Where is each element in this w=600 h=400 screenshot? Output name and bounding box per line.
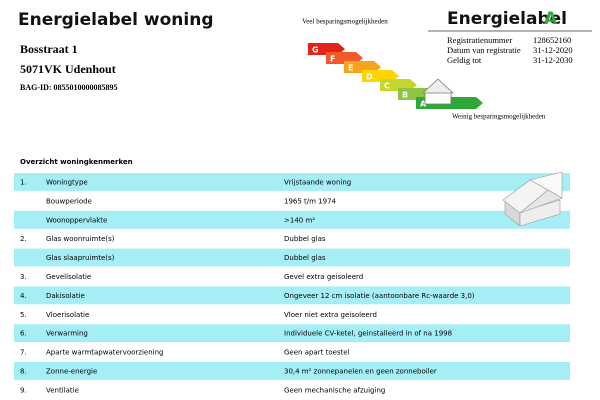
field-label: Datum van registratie: [447, 45, 521, 55]
row-label: Aparte warmtapwatervoorziening: [46, 349, 163, 357]
field-value: 31-12-2030: [533, 55, 573, 65]
label-fields: Registratienummer 128652160 Datum van regi…: [447, 35, 573, 65]
scale-letter: C: [384, 82, 390, 91]
scale-top-note: Veel besparingsmogelijkheden: [302, 18, 388, 26]
row-number: 3.: [20, 273, 27, 281]
scale-letter: D: [366, 73, 373, 82]
row-number: 6.: [20, 330, 27, 338]
row-value: Geen mechanische afzuiging: [284, 386, 385, 394]
field-label: Geldig tot: [447, 55, 482, 65]
scale-letter: E: [348, 64, 353, 73]
row-number: 7.: [20, 349, 27, 357]
field-value: 128652160: [533, 35, 571, 45]
table: 1. Woningtype Vrijstaande woning Bouwperiod…: [14, 173, 570, 394]
row-background: [14, 210, 570, 229]
label-grade: A: [544, 9, 558, 29]
row-value: 1965 t/m 1974: [284, 197, 337, 205]
scale-letter: F: [330, 55, 335, 64]
house-small: [421, 78, 455, 105]
scale-bottom-note: Weinig besparingsmogelijkheden: [452, 113, 546, 121]
row-number: 5.: [20, 311, 27, 319]
row-value: Geen apart toestel: [284, 349, 350, 357]
bag-id: BAG-ID: 0855010000085895: [20, 83, 118, 92]
row-label: Verwarming: [46, 330, 88, 338]
title: Energielabel woning: [18, 10, 213, 30]
scale-letter: B: [402, 91, 408, 100]
row-number: 9.: [20, 386, 27, 394]
row-label: Vloerisolatie: [46, 311, 89, 319]
row-value: Vrijstaande woning: [284, 178, 351, 186]
row-number: 1.: [20, 178, 27, 186]
row-value: Dubbel glas: [284, 235, 326, 243]
row-value: Ongeveer 12 cm isolatie (aantoonbare Rc-…: [284, 292, 475, 300]
row-value: >140 m²: [284, 216, 315, 224]
row-value: 30,4 m² zonnepanelen en geen zonneboiler: [284, 367, 437, 375]
scale-letter: A: [420, 100, 427, 109]
row-label: Bouwperiode: [46, 197, 92, 205]
city: 5071VK Udenhout: [20, 62, 116, 76]
row-label: Woningtype: [46, 178, 88, 186]
row-number: 2.: [20, 235, 27, 243]
row-label: Gevelisolatie: [46, 273, 91, 281]
row-value: Dubbel glas: [284, 254, 326, 262]
row-background: [14, 248, 570, 267]
field-label: Registratienummer: [447, 35, 512, 45]
row-number: 8.: [20, 367, 27, 375]
row-label: Glas slaapruimte(s): [46, 254, 115, 262]
row-label: Zonne-energie: [46, 367, 97, 375]
row-label: Dakisolatie: [46, 292, 85, 300]
row-background: [14, 173, 570, 191]
street: Bosstraat 1: [20, 42, 78, 56]
row-background: [14, 324, 570, 343]
row-value: Vloer niet extra geisoleerd: [284, 311, 377, 319]
row-number: 4.: [20, 292, 27, 300]
row-value: Gevel extra geisoleerd: [284, 273, 363, 281]
row-background: [14, 286, 570, 305]
row-label: Woonoppervlakte: [46, 216, 107, 224]
field-value: 31-12-2020: [533, 45, 573, 55]
row-label: Ventilatie: [46, 386, 79, 394]
house-icon: [502, 171, 563, 227]
row-value: Individuele CV-ketel, geinstalleerd in o…: [284, 330, 452, 338]
row-label: Glas woonruimte(s): [46, 235, 115, 243]
row-background: [14, 362, 570, 380]
scale-letter: G: [312, 46, 319, 55]
table-title: Overzicht woningkenmerken: [20, 158, 133, 166]
label-title: Energielabel: [447, 9, 567, 29]
